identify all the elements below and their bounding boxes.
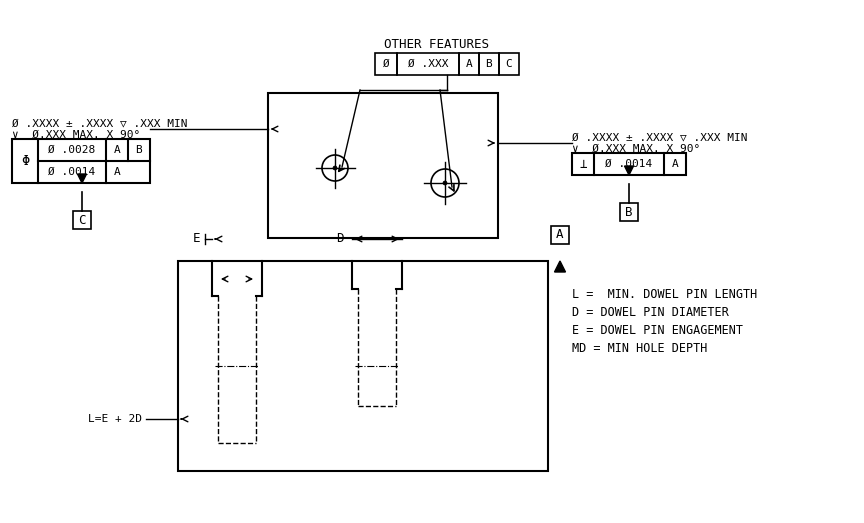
Text: Ø .0014: Ø .0014	[606, 159, 652, 169]
Text: A: A	[114, 167, 120, 177]
Bar	[499, 53, 519, 75]
Polygon shape	[555, 261, 566, 272]
Polygon shape	[625, 166, 633, 175]
Text: Ø: Ø	[383, 59, 390, 69]
Text: ∨  Ø.XXX MAX. X 90°: ∨ Ø.XXX MAX. X 90°	[12, 130, 140, 140]
Text: B: B	[136, 145, 143, 155]
Text: D = DOWEL PIN DIAMETER: D = DOWEL PIN DIAMETER	[572, 306, 728, 320]
Bar	[375, 53, 397, 75]
Text: C: C	[79, 213, 86, 226]
Circle shape	[443, 181, 447, 185]
Polygon shape	[78, 174, 86, 183]
Bar	[178, 261, 548, 471]
Text: OTHER FEATURES: OTHER FEATURES	[384, 39, 488, 51]
Text: A: A	[671, 159, 678, 169]
Bar	[551, 226, 569, 244]
Bar	[620, 203, 638, 221]
Bar	[12, 139, 150, 183]
Circle shape	[333, 166, 337, 170]
Text: L=E + 2D: L=E + 2D	[88, 414, 142, 424]
Text: A: A	[466, 59, 473, 69]
Text: B: B	[626, 206, 632, 219]
Text: MD = MIN HOLE DEPTH: MD = MIN HOLE DEPTH	[572, 343, 708, 356]
Text: Ø .0028: Ø .0028	[48, 145, 96, 155]
Bar	[479, 53, 499, 75]
Text: L =  MIN. DOWEL PIN LENGTH: L = MIN. DOWEL PIN LENGTH	[572, 289, 757, 301]
Text: Ø .XXXX ± .XXXX ▽ .XXX MIN: Ø .XXXX ± .XXXX ▽ .XXX MIN	[572, 132, 747, 142]
Text: B: B	[486, 59, 492, 69]
Bar	[268, 93, 498, 238]
Text: A: A	[556, 229, 563, 242]
Text: Ø .0014: Ø .0014	[48, 167, 96, 177]
Text: D: D	[336, 233, 344, 245]
Text: ⊥: ⊥	[579, 157, 587, 170]
Text: C: C	[505, 59, 512, 69]
Text: A: A	[114, 145, 120, 155]
Text: E = DOWEL PIN ENGAGEMENT: E = DOWEL PIN ENGAGEMENT	[572, 324, 743, 337]
Text: Ø .XXXX ± .XXXX ▽ .XXX MIN: Ø .XXXX ± .XXXX ▽ .XXX MIN	[12, 118, 187, 128]
Bar	[572, 153, 686, 175]
Text: ∨  Ø.XXX MAX. X 90°: ∨ Ø.XXX MAX. X 90°	[572, 144, 700, 154]
Text: Ø .XXX: Ø .XXX	[408, 59, 448, 69]
Bar	[73, 211, 91, 229]
Text: Φ: Φ	[21, 154, 29, 168]
Bar	[397, 53, 459, 75]
Text: E: E	[193, 233, 200, 245]
Bar	[459, 53, 479, 75]
